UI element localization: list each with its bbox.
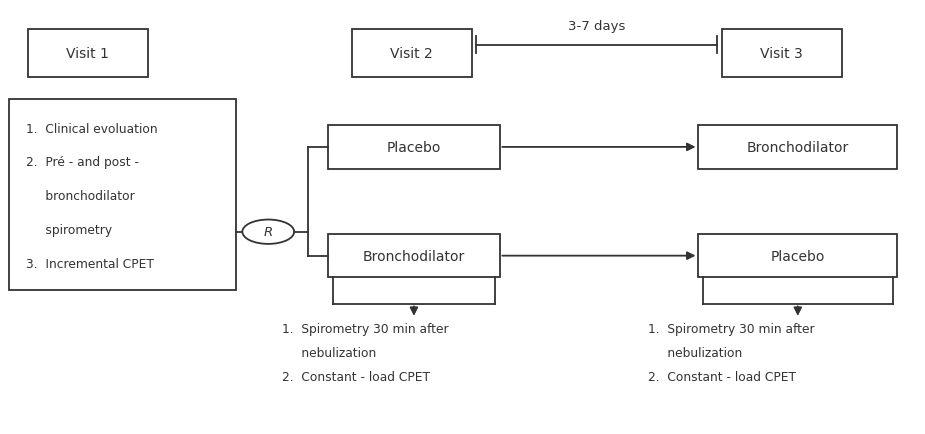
Text: nebulization: nebulization (282, 346, 376, 359)
Text: 2.  Constant - load CPET: 2. Constant - load CPET (648, 370, 796, 383)
Text: Visit 2: Visit 2 (390, 47, 433, 61)
Text: bronchodilator: bronchodilator (26, 190, 135, 203)
Text: Visit 3: Visit 3 (760, 47, 803, 61)
Bar (698, 126, 897, 169)
Text: 1.  Clinical evoluation: 1. Clinical evoluation (26, 122, 157, 135)
Text: 3.  Incremental CPET: 3. Incremental CPET (26, 257, 154, 270)
Text: Placebo: Placebo (387, 141, 441, 155)
Bar (722, 30, 842, 78)
Bar (352, 30, 472, 78)
Text: 3-7 days: 3-7 days (568, 20, 625, 33)
Text: Bronchodilator: Bronchodilator (363, 249, 465, 263)
Text: spirometry: spirometry (26, 224, 112, 236)
Text: 1.  Spirometry 30 min after: 1. Spirometry 30 min after (648, 322, 814, 335)
Bar (328, 234, 500, 278)
Bar (328, 126, 500, 169)
Text: R: R (264, 226, 273, 239)
Text: Placebo: Placebo (771, 249, 825, 263)
Text: 2.  Pré - and post -: 2. Pré - and post - (26, 156, 139, 169)
Bar (28, 30, 148, 78)
Text: Visit 1: Visit 1 (67, 47, 109, 61)
Text: Bronchodilator: Bronchodilator (746, 141, 849, 155)
Bar (698, 234, 897, 278)
Bar (9, 100, 236, 291)
Text: 1.  Spirometry 30 min after: 1. Spirometry 30 min after (282, 322, 449, 335)
Text: nebulization: nebulization (648, 346, 742, 359)
Text: 2.  Constant - load CPET: 2. Constant - load CPET (282, 370, 430, 383)
